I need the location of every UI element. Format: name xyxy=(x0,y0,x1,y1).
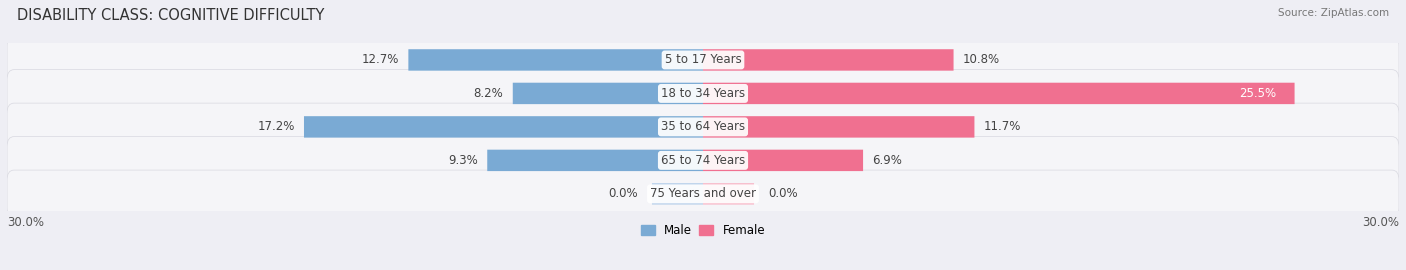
Text: 75 Years and over: 75 Years and over xyxy=(650,187,756,200)
FancyBboxPatch shape xyxy=(7,137,1399,184)
Text: 18 to 34 Years: 18 to 34 Years xyxy=(661,87,745,100)
FancyBboxPatch shape xyxy=(304,116,703,138)
Text: 0.0%: 0.0% xyxy=(768,187,797,200)
Text: DISABILITY CLASS: COGNITIVE DIFFICULTY: DISABILITY CLASS: COGNITIVE DIFFICULTY xyxy=(17,8,325,23)
Text: 30.0%: 30.0% xyxy=(1362,216,1399,229)
FancyBboxPatch shape xyxy=(7,70,1399,117)
FancyBboxPatch shape xyxy=(488,150,703,171)
FancyBboxPatch shape xyxy=(513,83,703,104)
FancyBboxPatch shape xyxy=(703,116,974,138)
Text: 10.8%: 10.8% xyxy=(963,53,1000,66)
FancyBboxPatch shape xyxy=(7,103,1399,151)
Text: 25.5%: 25.5% xyxy=(1239,87,1277,100)
FancyBboxPatch shape xyxy=(703,83,1295,104)
FancyBboxPatch shape xyxy=(7,36,1399,84)
FancyBboxPatch shape xyxy=(408,49,703,71)
Text: 6.9%: 6.9% xyxy=(872,154,903,167)
Text: 5 to 17 Years: 5 to 17 Years xyxy=(665,53,741,66)
Legend: Male, Female: Male, Female xyxy=(636,219,770,242)
FancyBboxPatch shape xyxy=(7,170,1399,218)
Text: 11.7%: 11.7% xyxy=(984,120,1021,133)
Text: 35 to 64 Years: 35 to 64 Years xyxy=(661,120,745,133)
Text: 8.2%: 8.2% xyxy=(474,87,503,100)
Text: 65 to 74 Years: 65 to 74 Years xyxy=(661,154,745,167)
Text: 0.0%: 0.0% xyxy=(609,187,638,200)
Text: 17.2%: 17.2% xyxy=(257,120,295,133)
FancyBboxPatch shape xyxy=(703,183,754,205)
Text: 9.3%: 9.3% xyxy=(449,154,478,167)
Text: 30.0%: 30.0% xyxy=(7,216,44,229)
Text: Source: ZipAtlas.com: Source: ZipAtlas.com xyxy=(1278,8,1389,18)
Text: 12.7%: 12.7% xyxy=(361,53,399,66)
FancyBboxPatch shape xyxy=(703,150,863,171)
FancyBboxPatch shape xyxy=(703,49,953,71)
FancyBboxPatch shape xyxy=(652,183,703,205)
